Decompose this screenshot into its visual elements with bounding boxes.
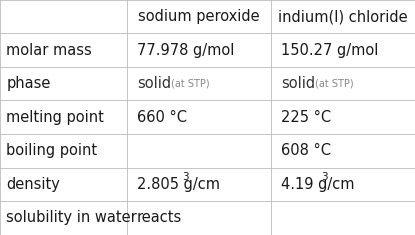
Text: sodium peroxide: sodium peroxide bbox=[138, 9, 259, 24]
Text: (at STP): (at STP) bbox=[315, 79, 354, 89]
Text: (at STP): (at STP) bbox=[171, 79, 210, 89]
Text: 150.27 g/mol: 150.27 g/mol bbox=[281, 43, 378, 58]
Text: boiling point: boiling point bbox=[6, 143, 98, 158]
Text: indium(I) chloride: indium(I) chloride bbox=[278, 9, 408, 24]
Text: melting point: melting point bbox=[6, 110, 104, 125]
Text: 2.805 g/cm: 2.805 g/cm bbox=[137, 177, 220, 192]
Text: molar mass: molar mass bbox=[6, 43, 92, 58]
Text: 77.978 g/mol: 77.978 g/mol bbox=[137, 43, 234, 58]
Text: solid: solid bbox=[137, 76, 171, 91]
Text: solid: solid bbox=[281, 76, 315, 91]
Text: 608 °C: 608 °C bbox=[281, 143, 331, 158]
Text: phase: phase bbox=[6, 76, 51, 91]
Text: solubility in water: solubility in water bbox=[6, 210, 137, 225]
Text: 4.19 g/cm: 4.19 g/cm bbox=[281, 177, 354, 192]
Text: reacts: reacts bbox=[137, 210, 182, 225]
Text: 3: 3 bbox=[321, 172, 328, 182]
Text: 3: 3 bbox=[182, 172, 188, 182]
Text: 660 °C: 660 °C bbox=[137, 110, 187, 125]
Text: density: density bbox=[6, 177, 60, 192]
Text: 225 °C: 225 °C bbox=[281, 110, 331, 125]
